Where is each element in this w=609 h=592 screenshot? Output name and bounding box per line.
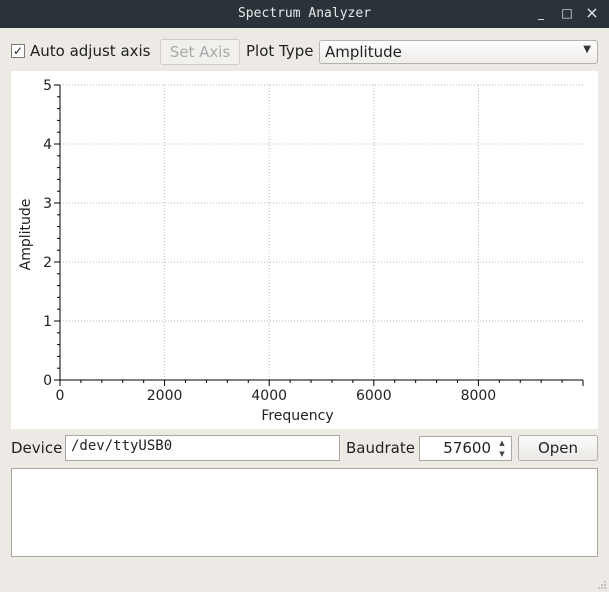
plot-type-label: Plot Type	[246, 42, 314, 60]
resize-grip-icon[interactable]	[597, 580, 607, 590]
minimize-button[interactable]: _	[538, 6, 544, 20]
device-value: /dev/ttyUSB0	[71, 438, 173, 454]
maximize-button[interactable]: □	[561, 6, 573, 20]
baudrate-label: Baudrate	[346, 439, 415, 457]
plot-canvas: 0 2000 4000 6000 8000 0 1 2 3 4 5 Frequency Amplitud…	[18, 78, 584, 424]
y-tick-label: 5	[43, 78, 52, 94]
y-tick-label: 4	[43, 137, 52, 153]
plot-type-dropdown[interactable]: Amplitude ▼	[319, 40, 598, 64]
device-input[interactable]: /dev/ttyUSB0	[65, 435, 340, 461]
x-tick-label: 4000	[251, 388, 287, 404]
window-title: Spectrum Analyzer	[237, 6, 372, 21]
close-button[interactable]: ×	[585, 3, 599, 22]
spectrum-plot[interactable]: 0 2000 4000 6000 8000 0 1 2 3 4 5 Frequency Amplitud…	[11, 71, 598, 429]
y-tick-label: 2	[43, 255, 52, 271]
spin-down-icon[interactable]: ▼	[499, 450, 505, 458]
y-axis-label: Amplitude	[18, 199, 34, 271]
console-output[interactable]	[11, 468, 598, 557]
y-tick-label: 0	[43, 373, 52, 389]
x-tick-label: 6000	[356, 388, 392, 404]
open-button[interactable]: Open	[518, 435, 598, 461]
chevron-down-icon: ▼	[583, 44, 591, 55]
auto-adjust-checkbox[interactable]: ✓	[11, 44, 25, 58]
set-axis-button[interactable]: Set Axis	[160, 39, 240, 65]
device-label: Device	[11, 439, 63, 457]
x-tick-label: 8000	[461, 388, 497, 404]
y-tick-label: 1	[43, 314, 52, 330]
auto-adjust-label[interactable]: Auto adjust axis	[30, 42, 151, 60]
x-axis-label: Frequency	[261, 408, 333, 424]
baudrate-value: 57600	[443, 439, 491, 457]
x-tick-label: 2000	[147, 388, 183, 404]
y-tick-label: 3	[43, 196, 52, 212]
x-tick-label: 0	[56, 388, 65, 404]
title-bar: Spectrum Analyzer _ □ ×	[0, 0, 609, 28]
baudrate-spinbox[interactable]: 57600 ▲ ▼	[419, 436, 512, 461]
spin-up-icon[interactable]: ▲	[499, 439, 505, 447]
plot-type-value: Amplitude	[325, 43, 402, 61]
